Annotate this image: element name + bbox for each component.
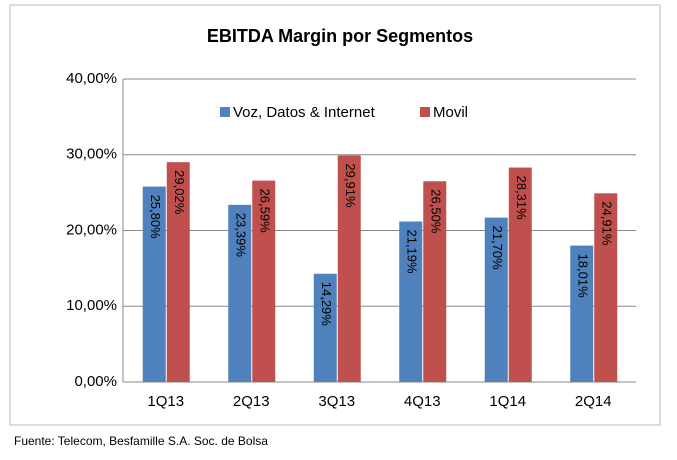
y-tick-label: 30,00% bbox=[66, 146, 117, 163]
chart-title: EBITDA Margin por Segmentos bbox=[207, 26, 473, 46]
bar bbox=[484, 217, 508, 382]
value-label: 14,29% bbox=[319, 282, 334, 327]
legend-label: Movil bbox=[433, 104, 468, 121]
legend-swatch bbox=[420, 107, 430, 117]
x-tick-label: 1Q13 bbox=[147, 393, 184, 410]
x-tick-label: 2Q14 bbox=[575, 393, 612, 410]
bar bbox=[594, 193, 618, 382]
bar bbox=[337, 155, 361, 382]
legend-swatch bbox=[220, 107, 230, 117]
value-label: 25,80% bbox=[148, 195, 163, 240]
x-tick-label: 2Q13 bbox=[233, 393, 270, 410]
value-label: 18,01% bbox=[575, 254, 590, 299]
value-label: 28,31% bbox=[514, 176, 529, 221]
legend-label: Voz, Datos & Internet bbox=[233, 104, 376, 121]
x-tick-label: 3Q13 bbox=[318, 393, 355, 410]
bar bbox=[166, 162, 190, 382]
bar bbox=[508, 167, 532, 382]
value-label: 29,91% bbox=[343, 163, 358, 208]
bar bbox=[142, 186, 166, 382]
bar bbox=[228, 204, 252, 382]
bar bbox=[313, 273, 337, 382]
y-tick-label: 0,00% bbox=[74, 373, 117, 390]
value-label: 24,91% bbox=[599, 201, 614, 246]
value-label: 21,70% bbox=[490, 226, 505, 271]
value-label: 29,02% bbox=[172, 170, 187, 215]
bar bbox=[570, 245, 594, 382]
bar bbox=[252, 180, 276, 382]
bar bbox=[399, 221, 423, 382]
value-label: 23,39% bbox=[233, 213, 248, 258]
value-label: 21,19% bbox=[404, 229, 419, 274]
y-tick-label: 40,00% bbox=[66, 70, 117, 87]
value-label: 26,50% bbox=[428, 189, 443, 234]
y-tick-label: 10,00% bbox=[66, 297, 117, 314]
value-label: 26,59% bbox=[257, 189, 272, 234]
source: Fuente: Telecom, Besfamille S.A. Soc. de… bbox=[14, 434, 268, 448]
x-tick-label: 1Q14 bbox=[489, 393, 526, 410]
y-tick-label: 20,00% bbox=[66, 221, 117, 238]
x-tick-label: 4Q13 bbox=[404, 393, 441, 410]
bar bbox=[423, 181, 447, 382]
